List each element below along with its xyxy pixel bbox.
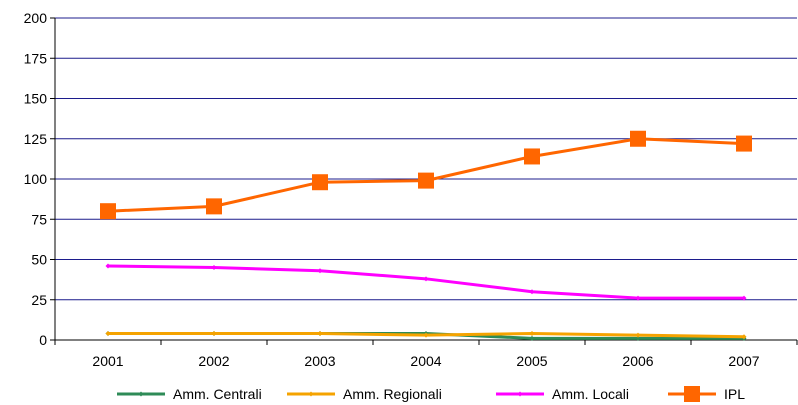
y-tick-label: 100 xyxy=(24,171,48,187)
data-point xyxy=(741,295,747,301)
data-point xyxy=(100,203,116,220)
data-point xyxy=(317,331,323,337)
data-point xyxy=(741,334,747,340)
data-point xyxy=(317,268,323,274)
gridlines xyxy=(55,17,797,301)
legend-item: Amm. Centrali xyxy=(117,386,262,402)
data-point xyxy=(736,135,752,152)
y-tick-label: 125 xyxy=(24,131,48,147)
data-point xyxy=(211,331,217,337)
data-point xyxy=(635,332,641,338)
legend-swatch-marker xyxy=(308,391,314,397)
y-axis-ticks: 0 25 50 75 100 125 150 175 200 xyxy=(24,10,55,348)
data-point xyxy=(105,263,111,269)
x-tick-label: 2006 xyxy=(622,353,653,369)
y-tick-label: 200 xyxy=(24,10,48,26)
data-point xyxy=(206,198,222,215)
data-point xyxy=(423,276,429,282)
series-ipl xyxy=(100,130,752,220)
x-tick-label: 2002 xyxy=(198,353,229,369)
data-point xyxy=(630,130,646,147)
x-tick-label: 2007 xyxy=(728,353,759,369)
series-lines xyxy=(100,130,752,341)
data-point xyxy=(418,172,434,189)
series-line xyxy=(107,264,744,300)
data-point xyxy=(524,148,540,165)
legend: Amm. Centrali Amm. Regionali Amm. Locali IP… xyxy=(117,386,745,402)
legend-swatch-marker xyxy=(138,391,144,397)
y-tick-label: 150 xyxy=(24,91,48,107)
data-point xyxy=(529,289,535,295)
y-tick-label: 0 xyxy=(39,332,47,348)
legend-swatch-marker xyxy=(684,386,700,402)
data-point xyxy=(635,335,641,341)
x-tick-label: 2004 xyxy=(410,353,441,369)
x-axis-ticks: 2001 2002 2003 2004 2005 2006 2007 xyxy=(54,340,798,369)
data-point xyxy=(105,331,111,337)
x-tick-label: 2003 xyxy=(304,353,335,369)
legend-item: Amm. Locali xyxy=(496,386,629,402)
y-tick-label: 25 xyxy=(31,292,47,308)
legend-label: IPL xyxy=(724,386,745,402)
data-point xyxy=(423,332,429,338)
y-tick-label: 75 xyxy=(31,211,47,227)
legend-label: Amm. Centrali xyxy=(173,386,262,402)
legend-swatch-marker xyxy=(517,391,523,397)
x-tick-label: 2005 xyxy=(516,353,547,369)
data-point xyxy=(529,331,535,337)
data-point xyxy=(211,265,217,271)
legend-item: Amm. Regionali xyxy=(287,386,442,402)
data-point xyxy=(529,335,535,341)
data-point xyxy=(635,295,641,301)
legend-label: Amm. Regionali xyxy=(343,386,442,402)
legend-label: Amm. Locali xyxy=(552,386,629,402)
series-amm-locali xyxy=(105,263,747,301)
data-point xyxy=(312,174,328,191)
legend-item: IPL xyxy=(668,386,745,402)
series-amm-regionali xyxy=(105,331,747,340)
y-tick-label: 175 xyxy=(24,50,48,66)
y-tick-label: 50 xyxy=(31,252,47,268)
x-tick-label: 2001 xyxy=(92,353,123,369)
